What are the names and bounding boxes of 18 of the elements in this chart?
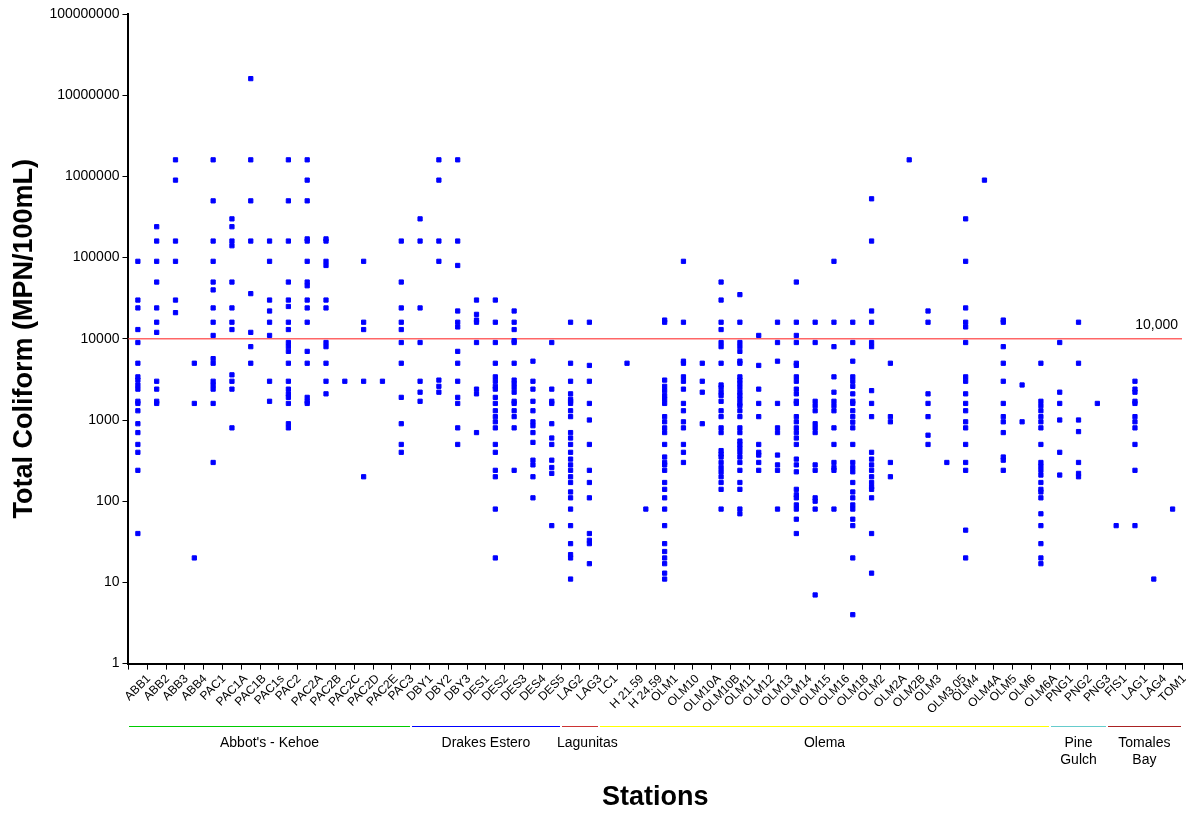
y-tick-label: 10 [103, 573, 120, 590]
text: Tomales Bay [1117, 733, 1172, 768]
y-tick-label: 100 [96, 492, 120, 509]
y-tick-label: 1000 [88, 410, 120, 427]
y-axis-title: Total Coliform (MPN/100mL) [7, 159, 38, 519]
text: Drakes Estero [441, 733, 531, 750]
text: Lagunitas [556, 733, 618, 751]
y-tick-label: 100000000 [49, 4, 120, 21]
text: Abbot's - Kehoe [218, 733, 321, 751]
text: Pine Gulch [1059, 733, 1098, 768]
y-tick-label: 1000000 [64, 167, 120, 184]
y-tick-label: 10000 [80, 329, 120, 346]
y-tick-label: 10000000 [57, 86, 120, 103]
y-tick-label: 1 [111, 654, 120, 671]
text: Olema [803, 733, 846, 750]
x-axis-title: Stations [601, 781, 709, 812]
y-tick-label: 100000 [72, 248, 120, 265]
ref-line-label: 10,000 [1135, 315, 1179, 332]
